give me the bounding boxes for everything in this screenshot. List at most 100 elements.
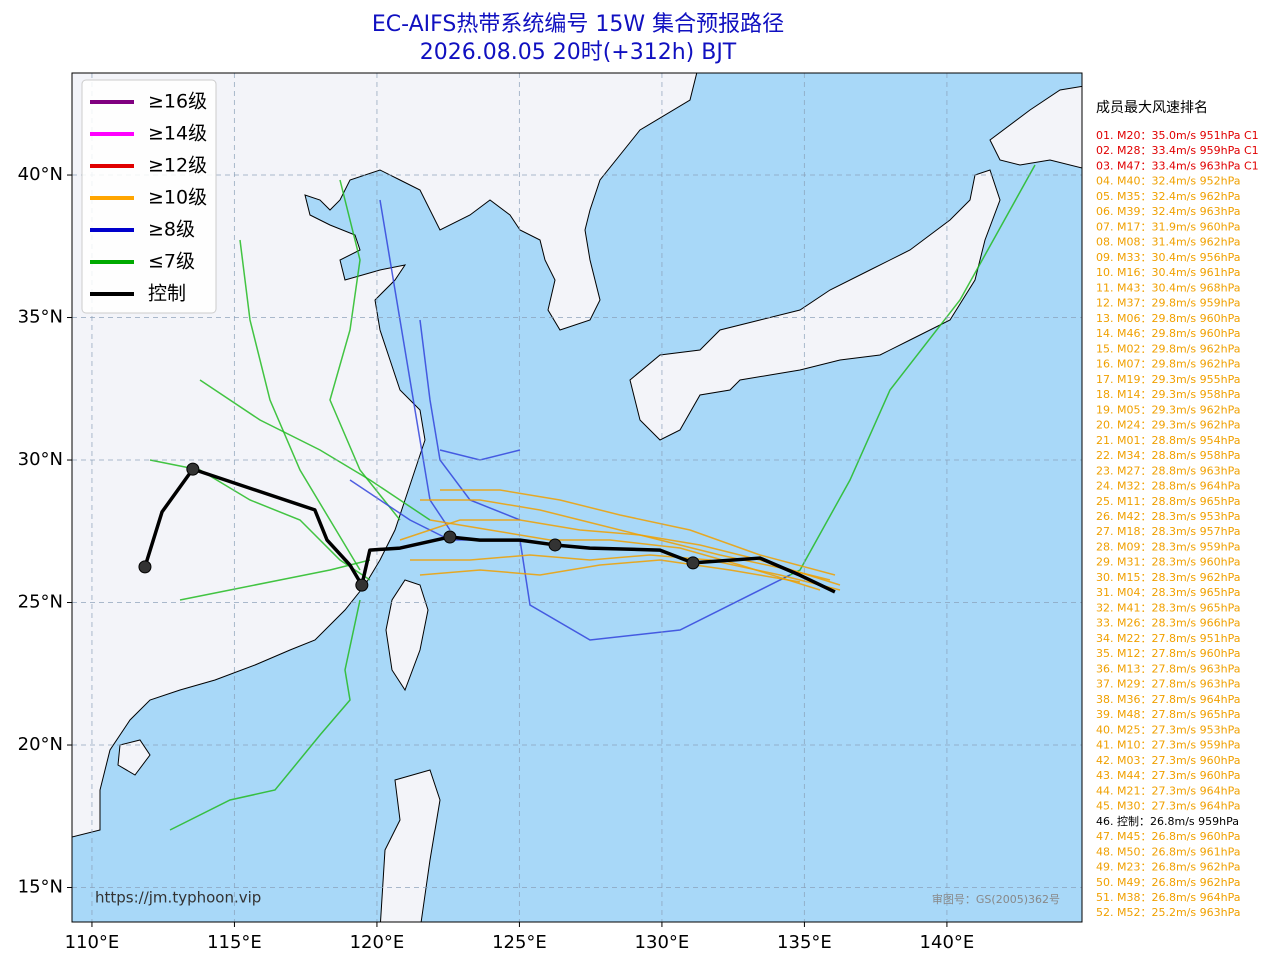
- ranking-item: 29. M31：28.3m/s 960hPa: [1096, 556, 1240, 569]
- legend-label: ≥14级: [148, 123, 207, 145]
- ranking-item: 50. M49：26.8m/s 962hPa: [1096, 876, 1240, 889]
- ranking-item: 52. M52：25.2m/s 963hPa: [1096, 906, 1240, 919]
- member-track: [429, 519, 821, 591]
- ranking-item: 17. M19：29.3m/s 955hPa: [1096, 373, 1240, 386]
- hokkaido: [989, 85, 1082, 169]
- lon-tick-label: 130°E: [635, 932, 690, 953]
- ranking-item: 19. M05：29.3m/s 962hPa: [1096, 403, 1240, 416]
- legend-label: 控制: [148, 283, 186, 305]
- ranking-item: 49. M23：26.8m/s 962hPa: [1096, 861, 1240, 874]
- member-track: [519, 539, 791, 641]
- control-point: [443, 530, 457, 544]
- map-layer: [72, 73, 1082, 922]
- lon-tick-label: 115°E: [207, 932, 262, 953]
- member-track: [169, 599, 361, 831]
- ranking-item: 34. M22：27.8m/s 951hPa: [1096, 632, 1240, 645]
- lat-tick-label: 35°N: [18, 307, 63, 328]
- ranking-item: 26. M42：28.3m/s 953hPa: [1096, 510, 1240, 523]
- ranking-item: 46. 控制：26.8m/s 959hPa: [1096, 814, 1239, 828]
- ranking-item: 21. M01：28.8m/s 954hPa: [1096, 434, 1240, 447]
- ranking-item: 40. M25：27.3m/s 953hPa: [1096, 723, 1240, 736]
- ranking-item: 03. M47：33.4m/s 963hPa C1: [1096, 159, 1259, 172]
- ranking-item: 02. M28：33.4m/s 959hPa C1: [1096, 144, 1259, 157]
- lon-tick-label: 110°E: [65, 932, 120, 953]
- mainland: [72, 73, 698, 838]
- ranking-item: 27. M18：28.3m/s 957hPa: [1096, 525, 1240, 538]
- ranking-item: 38. M36：27.8m/s 964hPa: [1096, 693, 1240, 706]
- ranking-item: 39. M48：27.8m/s 965hPa: [1096, 708, 1240, 721]
- ranking-item: 28. M09：28.3m/s 959hPa: [1096, 540, 1240, 553]
- approval-number: 审图号：GS(2005)362号: [932, 892, 1060, 906]
- lat-tick-label: 25°N: [18, 592, 63, 613]
- member-track: [329, 179, 401, 521]
- ranking-item: 47. M45：26.8m/s 960hPa: [1096, 830, 1240, 843]
- ranking-item: 48. M50：26.8m/s 961hPa: [1096, 845, 1240, 858]
- ranking-item: 06. M39：32.4m/s 963hPa: [1096, 205, 1240, 218]
- graticule: 110°E 115°E 120°E 125°E 130°E 135°E 140°E 15°N 2…: [18, 73, 1082, 953]
- ranking-item: 32. M41：28.3m/s 965hPa: [1096, 601, 1240, 614]
- ranking-item: 37. M29：27.8m/s 963hPa: [1096, 678, 1240, 691]
- control-point: [355, 578, 369, 592]
- hainan: [117, 739, 151, 776]
- ranking-item: 23. M27：28.8m/s 963hPa: [1096, 464, 1240, 477]
- lon-tick-label: 125°E: [492, 932, 547, 953]
- ranking-item: 44. M21：27.3m/s 964hPa: [1096, 784, 1240, 797]
- control-point: [548, 538, 562, 552]
- ranking-item: 33. M26：28.3m/s 966hPa: [1096, 617, 1240, 630]
- ranking-item: 42. M03：27.3m/s 960hPa: [1096, 754, 1240, 767]
- ranking-item: 10. M16：30.4m/s 961hPa: [1096, 266, 1240, 279]
- map-frame: [71, 72, 1083, 923]
- ranking-item: 04. M40：32.4m/s 952hPa: [1096, 175, 1240, 188]
- ranking-item: 01. M20：35.0m/s 951hPa C1: [1096, 129, 1259, 142]
- lon-tick-label: 135°E: [777, 932, 832, 953]
- ranking-item: 24. M32：28.8m/s 964hPa: [1096, 480, 1240, 493]
- member-track: [199, 379, 431, 521]
- japan: [629, 169, 1001, 441]
- ranking-item: 13. M06：29.8m/s 960hPa: [1096, 312, 1240, 325]
- luzon: [379, 769, 441, 922]
- lon-tick-label: 120°E: [350, 932, 405, 953]
- ranking-item: 14. M46：29.8m/s 960hPa: [1096, 327, 1240, 340]
- lat-tick-label: 30°N: [18, 449, 63, 470]
- ranking-item: 35. M12：27.8m/s 960hPa: [1096, 647, 1240, 660]
- ranking-item: 51. M38：26.8m/s 964hPa: [1096, 891, 1240, 904]
- legend-label: ≥8级: [148, 219, 195, 241]
- ranking-item: 43. M44：27.3m/s 960hPa: [1096, 769, 1240, 782]
- control-point: [686, 556, 700, 570]
- ranking-item: 07. M17：31.9m/s 960hPa: [1096, 220, 1240, 233]
- ranking-item: 20. M24：29.3m/s 962hPa: [1096, 419, 1240, 432]
- ranking-item: 30. M15：28.3m/s 962hPa: [1096, 571, 1240, 584]
- source-url: https://jm.typhoon.vip: [95, 889, 261, 907]
- subtitle: 2026.08.05 20时(+312h) BJT: [420, 40, 737, 65]
- legend-label: ≤7级: [148, 251, 195, 273]
- ranking-item: 09. M33：30.4m/s 956hPa: [1096, 251, 1240, 264]
- ranking-item: 05. M35：32.4m/s 962hPa: [1096, 190, 1240, 203]
- ranking-item: 18. M14：29.3m/s 958hPa: [1096, 388, 1240, 401]
- control-point: [138, 560, 152, 574]
- member-track: [179, 559, 371, 601]
- legend-label: ≥12级: [148, 155, 207, 177]
- legend-box: [81, 79, 217, 314]
- member-track: [410, 554, 841, 591]
- ranking-item: 36. M13：27.8m/s 963hPa: [1096, 662, 1240, 675]
- ranking-title: 成员最大风速排名: [1096, 100, 1208, 116]
- lat-tick-label: 15°N: [18, 877, 63, 898]
- ranking-list: 01. M20：35.0m/s 951hPa C1 02. M28：33.4m/s…: [1096, 129, 1259, 919]
- ranking-item: 08. M08：31.4m/s 962hPa: [1096, 236, 1240, 249]
- legend-label: ≥16级: [148, 91, 207, 113]
- lat-tick-label: 40°N: [18, 164, 63, 185]
- ranking-item: 11. M43：30.4m/s 968hPa: [1096, 281, 1240, 294]
- member-track: [239, 239, 361, 571]
- taiwan: [385, 579, 429, 692]
- ranking-item: 12. M37：29.8m/s 959hPa: [1096, 297, 1240, 310]
- ranking-item: 41. M10：27.3m/s 959hPa: [1096, 739, 1240, 752]
- ranking-item: 22. M34：28.8m/s 958hPa: [1096, 449, 1240, 462]
- ranking-item: 15. M02：29.8m/s 962hPa: [1096, 342, 1240, 355]
- lon-tick-label: 140°E: [920, 932, 975, 953]
- member-track: [419, 559, 801, 583]
- title: EC-AIFS热带系统编号 15W 集合预报路径: [372, 12, 784, 37]
